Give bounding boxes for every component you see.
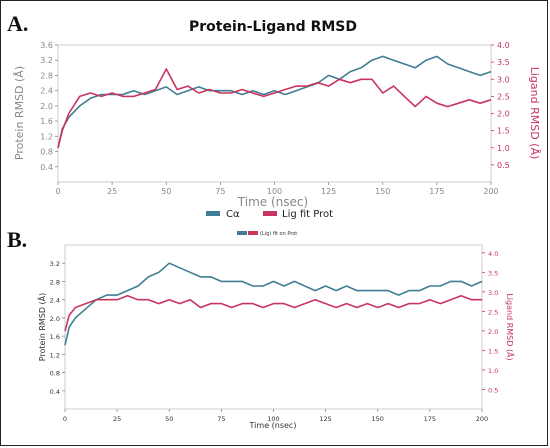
x-tick-label: 100 <box>267 187 282 196</box>
y-tick-label: 1.6 <box>50 333 60 341</box>
y-tick-label: 0.4 <box>50 388 60 396</box>
y-tick-label: 2.8 <box>50 278 60 286</box>
y-tick-label: 0.8 <box>50 370 60 378</box>
y-tick-label: 3.2 <box>50 260 60 268</box>
y2-tick-label: 1.5 <box>488 347 498 355</box>
y-tick-label: 0.4 <box>40 163 53 172</box>
y2-tick-label: 3.5 <box>497 58 510 67</box>
y2-tick-label: 4.0 <box>497 41 510 50</box>
chart-a-y2-axis-label: Ligand RMSD (Å) <box>528 67 541 160</box>
legend-swatch-protein <box>237 231 247 235</box>
legend-label-small: (Lig) fit on Prot <box>260 231 297 237</box>
chart-b-y2-axis-label: Ligand RMSD (Å) <box>505 293 516 360</box>
chart-a-title: Protein-Ligand RMSD <box>189 19 357 35</box>
y2-tick-label: 3.0 <box>497 75 510 84</box>
x-tick-label: 75 <box>217 415 225 423</box>
x-tick-label: 200 <box>483 187 498 196</box>
y-tick-label: 2.0 <box>40 102 53 111</box>
legend-swatch-ligand <box>248 231 258 235</box>
y2-tick-label: 1.0 <box>488 367 498 375</box>
chart-b-y-axis-label: Protein RMSD (Å) <box>36 293 47 362</box>
y-tick-label: 1.2 <box>50 351 60 359</box>
chart-a-y-ticks: 0.4 0.8 1.2 1.6 2.0 2.4 2.8 3.2 3.6 <box>40 41 58 172</box>
x-tick-label: 125 <box>319 415 331 423</box>
legend-swatch-protein <box>206 211 220 216</box>
legend-label-ligand: Lig fit Prot <box>282 209 333 220</box>
x-tick-label: 25 <box>107 187 117 196</box>
y-tick-label: 1.2 <box>40 132 53 141</box>
y2-tick-label: 3.5 <box>488 269 498 277</box>
series-line-1 <box>64 295 482 332</box>
panel-b-letter: B. <box>7 227 28 252</box>
x-tick-label: 50 <box>165 415 173 423</box>
y-tick-label: 0.8 <box>40 148 53 157</box>
chart-a-y-axis-label: Protein RMSD (Å) <box>13 66 26 160</box>
y-tick-label: 3.6 <box>40 41 53 50</box>
series-line-1 <box>57 68 492 148</box>
x-tick-label: 0 <box>63 415 67 423</box>
chart-a-series <box>57 55 492 148</box>
y2-tick-label: 4.0 <box>488 250 498 258</box>
y2-tick-label: 2.5 <box>488 308 498 316</box>
chart-b-series <box>64 262 483 346</box>
chart-b-legend: (Lig) fit on Prot <box>237 231 297 237</box>
y-tick-label: 2.4 <box>50 297 60 305</box>
series-line-0 <box>57 55 492 148</box>
x-tick-label: 0 <box>55 187 60 196</box>
chart-b-y2-ticks: 0.5 1.0 1.5 2.0 2.5 3.0 3.5 4.0 <box>482 250 498 394</box>
y-tick-label: 1.6 <box>40 117 53 126</box>
chart-b-plot-frame <box>64 244 483 410</box>
chart-b-x-ticks: 0 25 50 75 100 125 150 175 200 <box>63 409 488 423</box>
chart-a-legend: Cα Lig fit Prot <box>206 209 333 220</box>
panel-a-letter: A. <box>7 11 29 36</box>
y-tick-label: 2.0 <box>50 315 60 323</box>
x-tick-label: 25 <box>113 415 121 423</box>
chart-b-y-ticks: 0.4 0.8 1.2 1.6 2.0 2.4 2.8 3.2 <box>50 260 65 396</box>
x-tick-label: 175 <box>424 415 436 423</box>
y-tick-label: 2.4 <box>40 87 53 96</box>
x-tick-label: 75 <box>215 187 225 196</box>
series-line-0 <box>64 262 483 346</box>
chart-b-x-axis-label: Time (nsec) <box>249 421 297 430</box>
x-tick-label: 125 <box>321 187 336 196</box>
x-tick-label: 100 <box>267 415 279 423</box>
y2-tick-label: 3.0 <box>488 289 498 297</box>
chart-a-x-ticks: 0 25 50 75 100 125 150 175 200 <box>55 182 499 196</box>
x-tick-label: 200 <box>476 415 488 423</box>
y2-tick-label: 0.5 <box>488 386 498 394</box>
x-tick-label: 150 <box>375 187 390 196</box>
x-tick-label: 175 <box>429 187 444 196</box>
y2-tick-label: 2.5 <box>497 92 510 101</box>
y-tick-label: 2.8 <box>40 71 53 80</box>
y2-tick-label: 2.0 <box>497 110 510 119</box>
legend-label-protein: Cα <box>226 209 240 220</box>
chart-a-x-axis-label: Time (nsec) <box>237 195 308 209</box>
y-tick-label: 3.2 <box>40 56 53 65</box>
chart-a-y2-ticks: 0.5 1.0 1.5 2.0 2.5 3.0 3.5 4.0 <box>491 41 510 170</box>
chart-b: (Lig) fit on Prot 0.4 0.8 1.2 1.6 2.0 2.4 2.8 3… <box>36 231 516 430</box>
y2-tick-label: 0.5 <box>497 161 510 170</box>
y2-tick-label: 1.0 <box>497 144 510 153</box>
y2-tick-label: 2.0 <box>488 328 498 336</box>
chart-a-plot-frame <box>57 44 492 183</box>
chart-a: Protein-Ligand RMSD 0.4 0.8 1.2 1.6 2.0 2.4 2.… <box>13 19 541 220</box>
legend-swatch-ligand <box>263 211 277 216</box>
x-tick-label: 150 <box>372 415 384 423</box>
y2-tick-label: 1.5 <box>497 127 510 136</box>
x-tick-label: 50 <box>161 187 171 196</box>
